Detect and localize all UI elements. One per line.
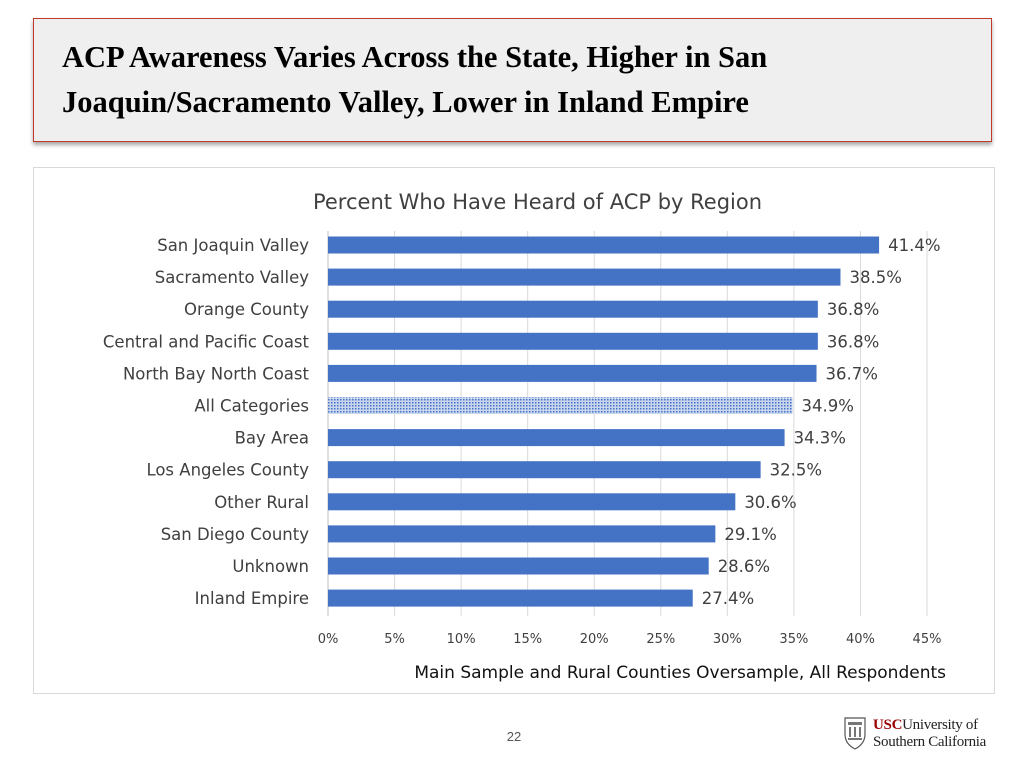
data-label: 27.4% <box>702 589 754 608</box>
bar <box>328 332 818 350</box>
bar <box>328 557 709 575</box>
category-label: San Diego County <box>161 525 310 544</box>
category-label: Central and Pacific Coast <box>103 332 310 351</box>
data-label: 36.8% <box>827 300 879 319</box>
logo-line1: USCUniversity of <box>873 717 978 734</box>
x-tick-label: 45% <box>913 632 942 647</box>
bar <box>328 493 736 511</box>
chart-title: Percent Who Have Heard of ACP by Region <box>313 190 762 214</box>
logo-university-of: University of <box>902 717 978 733</box>
usc-seal-icon <box>844 717 866 750</box>
bar <box>328 300 818 318</box>
bar <box>328 236 880 254</box>
bars <box>328 236 880 607</box>
logo-line2: Southern California <box>873 734 987 750</box>
x-tick-label: 25% <box>646 632 675 647</box>
bar <box>328 589 693 607</box>
x-tick-label: 10% <box>447 632 476 647</box>
category-label: Other Rural <box>214 493 309 512</box>
chart-labels: Percent Who Have Heard of ACP by Region 0… <box>103 190 946 683</box>
bar <box>328 268 841 286</box>
bar <box>328 461 761 479</box>
bar-chart: Percent Who Have Heard of ACP by Region 0… <box>103 190 946 683</box>
data-label: 36.7% <box>826 364 878 383</box>
data-label: 36.8% <box>827 332 879 351</box>
x-tick-label: 5% <box>384 632 405 647</box>
data-label: 34.3% <box>794 429 846 448</box>
gridlines <box>327 231 928 616</box>
slide-title: ACP Awareness Varies Across the State, H… <box>62 40 768 119</box>
chart-frame: Percent Who Have Heard of ACP by Region 0… <box>33 167 995 694</box>
x-tick-label: 30% <box>713 632 742 647</box>
category-label: Unknown <box>232 557 309 576</box>
category-label: Los Angeles County <box>146 461 309 480</box>
data-label: 34.9% <box>802 397 854 416</box>
page-number: 22 <box>506 729 522 744</box>
category-label: Inland Empire <box>195 589 309 608</box>
category-label: Orange County <box>184 300 309 319</box>
bar <box>328 397 793 414</box>
data-label: 29.1% <box>724 525 776 544</box>
data-label: 28.6% <box>718 557 770 576</box>
x-axis-label: Main Sample and Rural Counties Oversampl… <box>414 663 946 683</box>
usc-logo: USCUniversity of Southern California <box>843 716 993 754</box>
title-banner: ACP Awareness Varies Across the State, H… <box>33 18 992 142</box>
x-tick-label: 15% <box>513 632 542 647</box>
data-label: 41.4% <box>888 236 940 255</box>
data-label: 38.5% <box>849 268 901 287</box>
x-tick-label: 40% <box>846 632 875 647</box>
data-label: 30.6% <box>744 493 796 512</box>
category-label: All Categories <box>194 397 309 416</box>
x-tick-label: 0% <box>318 632 339 647</box>
bar <box>328 525 716 543</box>
category-label: San Joaquin Valley <box>157 236 309 255</box>
bar <box>328 429 785 447</box>
category-label: North Bay North Coast <box>123 364 310 383</box>
bar <box>328 364 817 382</box>
x-tick-label: 35% <box>779 632 808 647</box>
x-tick-label: 20% <box>580 632 609 647</box>
logo-usc: USC <box>873 717 903 733</box>
data-label: 32.5% <box>770 461 822 480</box>
category-label: Sacramento Valley <box>155 268 309 287</box>
category-label: Bay Area <box>235 429 309 448</box>
